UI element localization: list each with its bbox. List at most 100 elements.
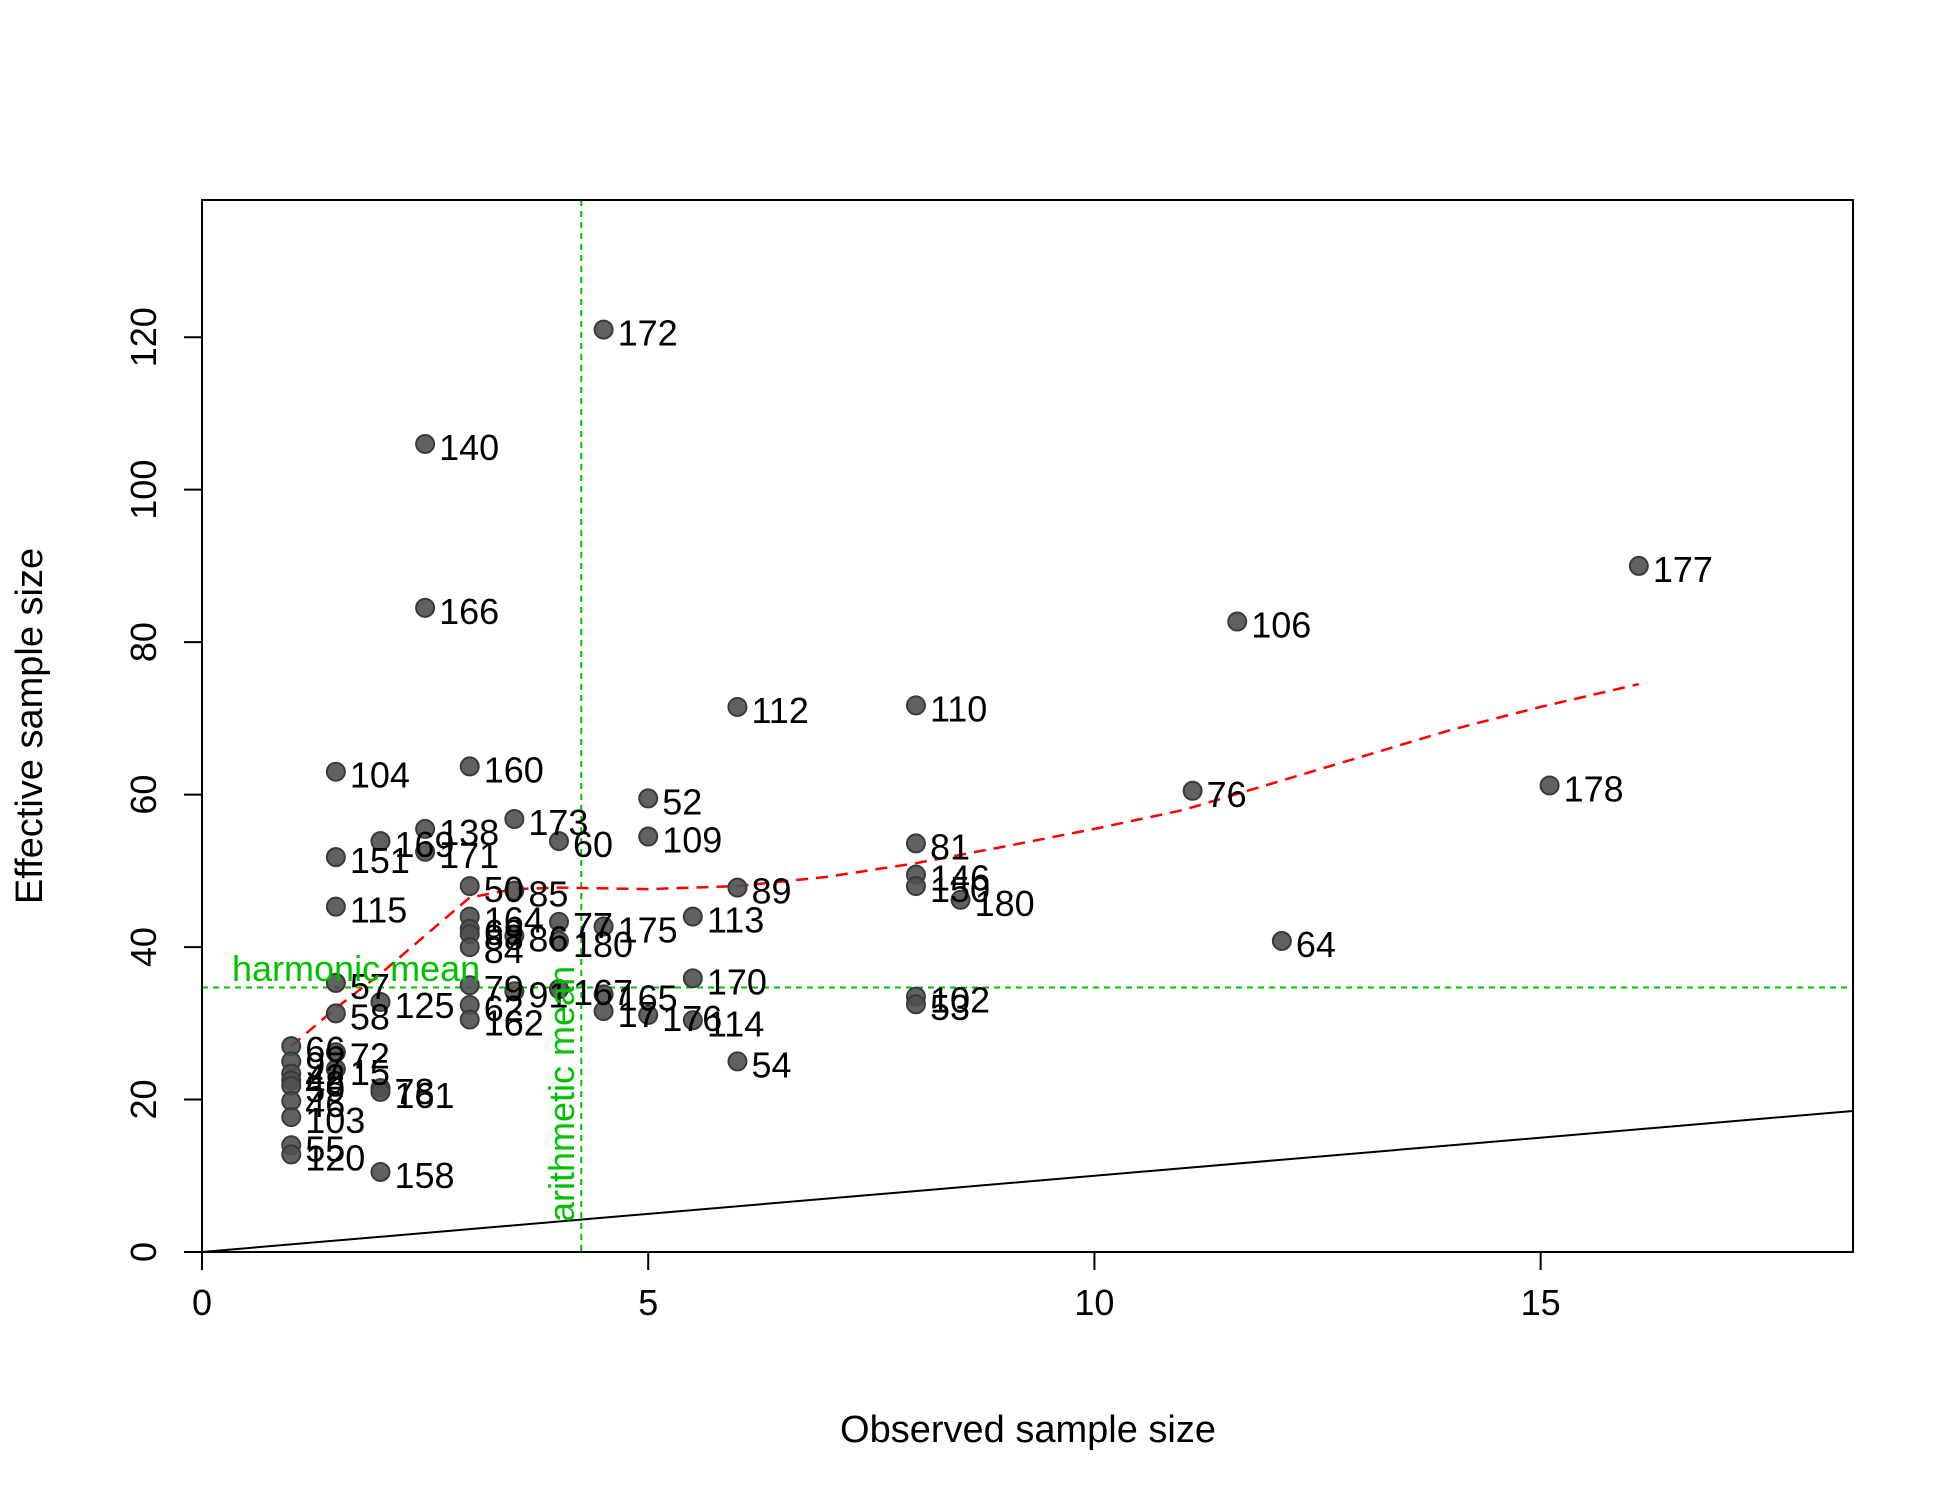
identity-line <box>202 1109 1853 1252</box>
y-tick-label: 40 <box>123 927 164 967</box>
data-point <box>727 877 748 898</box>
point-label: 115 <box>350 890 407 931</box>
point-label: 81 <box>930 826 970 867</box>
data-point <box>504 981 525 1002</box>
point-label: 103 <box>305 1100 365 1141</box>
point-label: 106 <box>1251 605 1311 646</box>
data-point <box>593 1001 614 1022</box>
point-label: 172 <box>618 313 678 354</box>
y-tick-label: 120 <box>123 307 164 367</box>
point-label: 171 <box>439 835 499 876</box>
point-label: 69 <box>484 912 524 953</box>
x-tick-label: 10 <box>1074 1282 1114 1323</box>
point-label: 169 <box>394 824 454 865</box>
y-axis-title: Effective sample size <box>9 548 51 904</box>
point-label: 180 <box>975 883 1035 924</box>
point-label: 17 <box>618 994 658 1035</box>
point-label: 78 <box>394 1071 434 1112</box>
smooth-curve-layer <box>290 682 1640 1048</box>
data-point <box>370 1161 391 1182</box>
point-label: 91 <box>528 974 568 1015</box>
point-label: 164 <box>484 900 544 941</box>
data-point <box>415 818 436 839</box>
data-point <box>459 756 480 777</box>
data-point <box>727 1051 748 1072</box>
data-point <box>593 319 614 340</box>
x-tick-label: 0 <box>192 1282 212 1323</box>
data-point <box>950 889 971 910</box>
point-label: 165 <box>618 977 678 1018</box>
data-point <box>325 1003 346 1024</box>
x-tick-label: 15 <box>1521 1282 1561 1323</box>
y-axis: 0 20 40 60 80 100 120 <box>123 307 203 1262</box>
data-point <box>727 696 748 717</box>
data-point <box>325 972 346 993</box>
point-label: 79 <box>484 968 524 1009</box>
reference-labels-layer: harmonic mean arithmetic mean <box>232 948 582 1222</box>
data-point <box>370 1081 391 1102</box>
data-point <box>548 911 569 932</box>
data-point <box>1182 780 1203 801</box>
point-label: 178 <box>1564 768 1624 809</box>
data-point <box>459 1009 480 1030</box>
point-label: 151 <box>350 840 410 881</box>
y-tick-label: 60 <box>123 775 164 815</box>
data-point <box>638 826 659 847</box>
point-label: 52 <box>662 781 702 822</box>
y-tick-label: 80 <box>123 622 164 662</box>
x-tick-label: 5 <box>638 1282 658 1323</box>
y-tick-label: 20 <box>123 1080 164 1120</box>
data-point <box>638 788 659 809</box>
point-label: 125 <box>394 985 454 1026</box>
point-label: 66 <box>305 1029 345 1070</box>
points-layer <box>281 319 1649 1182</box>
data-point <box>682 906 703 927</box>
data-point <box>415 841 436 862</box>
point-label: 53 <box>930 987 970 1028</box>
point-label: 114 <box>707 1003 764 1044</box>
data-point <box>905 833 926 854</box>
data-point <box>1539 775 1560 796</box>
point-label: 60 <box>573 824 613 865</box>
point-label: 120 <box>305 1137 365 1178</box>
point-label: 180 <box>573 924 633 965</box>
data-point <box>905 994 926 1015</box>
data-point <box>415 597 436 618</box>
point-label: 173 <box>528 802 588 843</box>
point-label: 57 <box>350 966 390 1007</box>
data-point <box>325 1059 346 1080</box>
point-label: 77 <box>573 905 613 946</box>
data-point <box>370 991 391 1012</box>
point-label: 162 <box>484 1002 544 1043</box>
point-label: 59 <box>305 1069 345 1110</box>
data-point <box>1271 930 1292 951</box>
data-point <box>905 695 926 716</box>
data-point <box>504 925 525 946</box>
data-point <box>1628 555 1649 576</box>
data-point <box>1227 611 1248 632</box>
point-label: 102 <box>930 980 990 1021</box>
data-point <box>370 831 391 852</box>
point-label: 48 <box>305 1063 345 1104</box>
point-label: 160 <box>484 749 544 790</box>
point-label: 72 <box>350 1035 390 1076</box>
point-label: 86 <box>528 919 568 960</box>
point-label: 112 <box>751 690 808 731</box>
x-axis: 0 5 10 15 <box>192 1251 1561 1323</box>
identity-line-layer <box>202 1109 1853 1252</box>
point-label: 15 <box>350 1052 390 1093</box>
data-point <box>281 1144 302 1165</box>
point-label: 140 <box>439 427 499 468</box>
point-label: 50 <box>484 869 524 910</box>
data-point <box>638 1004 659 1025</box>
data-point <box>325 847 346 868</box>
point-label: 110 <box>930 688 987 729</box>
arithmetic-mean-label: arithmetic mean <box>541 966 582 1222</box>
point-label: 170 <box>707 961 767 1002</box>
point-label: 146 <box>930 858 990 899</box>
point-label: 113 <box>707 900 764 941</box>
point-label: 64 <box>1296 924 1336 965</box>
data-point <box>459 876 480 897</box>
